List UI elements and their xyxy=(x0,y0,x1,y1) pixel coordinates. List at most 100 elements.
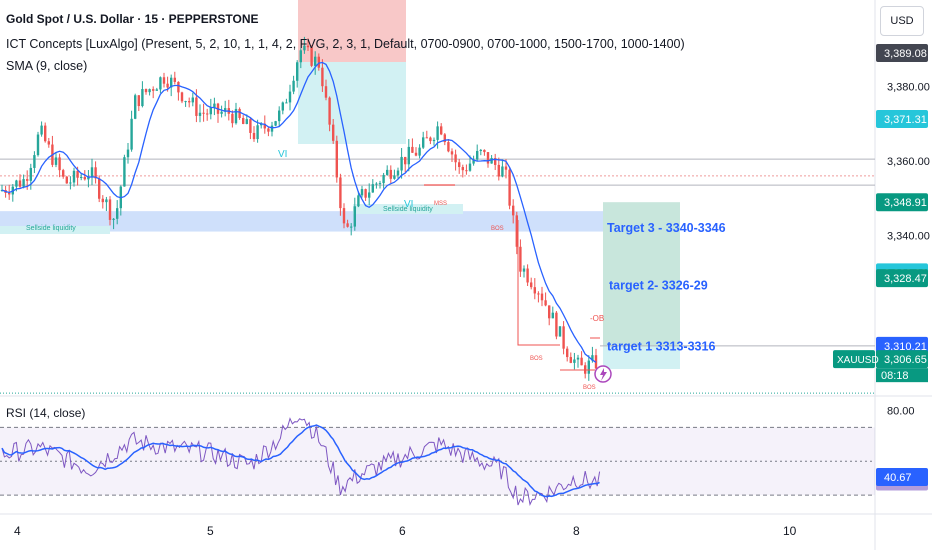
candle-body[interactable] xyxy=(303,45,306,51)
candle-body[interactable] xyxy=(47,141,50,145)
candle-body[interactable] xyxy=(76,170,79,178)
candle-body[interactable] xyxy=(292,80,295,92)
candle-body[interactable] xyxy=(440,126,443,135)
candle-body[interactable] xyxy=(159,77,162,90)
candle-body[interactable] xyxy=(44,125,47,142)
candle-body[interactable] xyxy=(328,97,331,125)
candle-body[interactable] xyxy=(479,149,482,151)
candle-body[interactable] xyxy=(245,119,248,124)
candle-body[interactable] xyxy=(551,312,554,319)
candle-body[interactable] xyxy=(555,312,558,337)
candle-body[interactable] xyxy=(353,206,356,227)
candle-body[interactable] xyxy=(591,355,594,361)
candle-body[interactable] xyxy=(101,198,104,203)
candle-body[interactable] xyxy=(54,157,58,165)
candle-body[interactable] xyxy=(364,189,367,198)
candle-body[interactable] xyxy=(461,167,464,171)
candle-body[interactable] xyxy=(371,184,374,193)
candle-body[interactable] xyxy=(141,89,144,107)
candle-body[interactable] xyxy=(335,140,338,178)
candle-body[interactable] xyxy=(483,149,486,153)
currency-button[interactable]: USD xyxy=(880,6,924,36)
candle-body[interactable] xyxy=(238,108,241,118)
candle-body[interactable] xyxy=(65,176,68,184)
candle-body[interactable] xyxy=(324,86,328,98)
symbol-badge[interactable] xyxy=(833,350,875,369)
candle-body[interactable] xyxy=(339,177,342,209)
candle-body[interactable] xyxy=(134,95,137,119)
candle-body[interactable] xyxy=(389,169,392,179)
candle-body[interactable] xyxy=(260,123,263,126)
candle-body[interactable] xyxy=(195,97,198,116)
candle-body[interactable] xyxy=(317,56,320,68)
candle-body[interactable] xyxy=(375,183,378,185)
indicator-ict-legend[interactable]: ICT Concepts [LuxAlgo] (Present, 5, 2, 1… xyxy=(6,37,685,51)
candle-body[interactable] xyxy=(346,223,349,227)
candle-body[interactable] xyxy=(285,102,288,104)
candle-body[interactable] xyxy=(220,111,223,114)
candle-body[interactable] xyxy=(152,89,155,91)
candle-body[interactable] xyxy=(321,67,324,87)
candle-body[interactable] xyxy=(242,117,245,124)
candle-body[interactable] xyxy=(314,56,317,66)
candle-body[interactable] xyxy=(443,134,446,143)
candle-body[interactable] xyxy=(206,113,209,115)
candle-body[interactable] xyxy=(29,167,32,181)
candle-body[interactable] xyxy=(530,282,533,288)
candle-body[interactable] xyxy=(332,124,335,141)
candle-body[interactable] xyxy=(378,183,382,185)
candle-body[interactable] xyxy=(411,146,414,153)
candle-body[interactable] xyxy=(90,167,94,178)
candle-body[interactable] xyxy=(526,268,529,283)
candle-body[interactable] xyxy=(177,81,180,93)
candle-body[interactable] xyxy=(450,151,454,155)
candle-body[interactable] xyxy=(504,166,508,170)
candle-body[interactable] xyxy=(472,159,475,164)
candle-body[interactable] xyxy=(224,108,227,112)
candle-body[interactable] xyxy=(252,132,256,140)
candle-body[interactable] xyxy=(562,326,565,349)
candle-body[interactable] xyxy=(576,357,580,360)
candle-body[interactable] xyxy=(80,176,83,178)
candle-body[interactable] xyxy=(267,128,270,132)
price-tag[interactable] xyxy=(876,109,928,128)
candle-body[interactable] xyxy=(515,215,518,247)
price-tag[interactable] xyxy=(876,193,928,212)
sma-line[interactable] xyxy=(1,61,597,363)
candle-body[interactable] xyxy=(112,218,115,220)
candle-body[interactable] xyxy=(8,192,11,195)
candle-body[interactable] xyxy=(540,293,544,301)
candle-body[interactable] xyxy=(263,123,266,129)
candle-body[interactable] xyxy=(396,170,400,176)
candle-body[interactable] xyxy=(414,152,418,156)
candle-body[interactable] xyxy=(166,83,169,88)
candle-body[interactable] xyxy=(360,189,364,196)
candle-body[interactable] xyxy=(180,92,184,102)
candle-body[interactable] xyxy=(202,112,205,114)
candle-body[interactable] xyxy=(486,152,490,164)
candle-body[interactable] xyxy=(306,45,310,48)
candle-body[interactable] xyxy=(558,326,562,337)
candle-body[interactable] xyxy=(501,166,504,177)
candle-body[interactable] xyxy=(299,50,302,63)
candle-body[interactable] xyxy=(382,174,385,184)
rsi-legend[interactable]: RSI (14, close) xyxy=(6,406,86,420)
candle-body[interactable] xyxy=(188,101,191,103)
indicator-sma-legend[interactable]: SMA (9, close) xyxy=(6,59,88,73)
candle-body[interactable] xyxy=(33,155,36,168)
candle-body[interactable] xyxy=(83,176,86,180)
candle-body[interactable] xyxy=(432,139,436,142)
candle-body[interactable] xyxy=(62,170,65,177)
candle-body[interactable] xyxy=(368,192,371,198)
candle-body[interactable] xyxy=(400,156,403,171)
candle-body[interactable] xyxy=(497,164,500,177)
candle-body[interactable] xyxy=(584,365,587,374)
candle-body[interactable] xyxy=(22,179,25,187)
rsi-line[interactable] xyxy=(1,417,601,506)
candle-body[interactable] xyxy=(72,170,76,183)
candle-body[interactable] xyxy=(342,208,346,224)
price-tag[interactable] xyxy=(876,43,928,62)
candle-body[interactable] xyxy=(209,107,212,115)
candle-body[interactable] xyxy=(468,163,472,171)
candle-body[interactable] xyxy=(116,208,119,219)
